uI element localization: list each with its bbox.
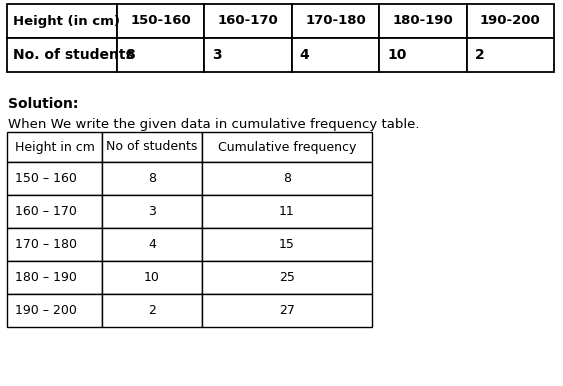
Bar bbox=[7, 38, 117, 72]
Bar bbox=[202, 294, 372, 327]
Text: 2: 2 bbox=[475, 48, 484, 62]
Text: 27: 27 bbox=[279, 304, 295, 317]
Text: 180 – 190: 180 – 190 bbox=[15, 271, 77, 284]
Text: 11: 11 bbox=[279, 205, 295, 218]
Bar bbox=[102, 132, 202, 162]
Bar bbox=[7, 195, 102, 228]
Bar bbox=[117, 38, 204, 72]
Bar bbox=[7, 162, 102, 195]
Text: 15: 15 bbox=[279, 238, 295, 251]
Bar bbox=[202, 195, 372, 228]
Text: 4: 4 bbox=[300, 48, 310, 62]
Bar bbox=[7, 228, 102, 261]
Bar bbox=[7, 294, 102, 327]
Bar bbox=[7, 132, 102, 162]
Text: 150 – 160: 150 – 160 bbox=[15, 172, 77, 185]
Bar bbox=[102, 261, 202, 294]
Text: 160 – 170: 160 – 170 bbox=[15, 205, 77, 218]
Text: 8: 8 bbox=[148, 172, 156, 185]
Text: Cumulative frequency: Cumulative frequency bbox=[218, 141, 356, 154]
Text: Solution:: Solution: bbox=[8, 97, 78, 111]
Text: 2: 2 bbox=[148, 304, 156, 317]
Text: 180-190: 180-190 bbox=[392, 15, 453, 27]
Bar bbox=[117, 4, 204, 38]
Bar bbox=[102, 195, 202, 228]
Bar bbox=[467, 4, 554, 38]
Text: 4: 4 bbox=[148, 238, 156, 251]
Text: 150-160: 150-160 bbox=[130, 15, 191, 27]
Text: 3: 3 bbox=[212, 48, 222, 62]
Text: 160-170: 160-170 bbox=[218, 15, 279, 27]
Bar bbox=[7, 261, 102, 294]
Text: 170-180: 170-180 bbox=[305, 15, 366, 27]
Text: 170 – 180: 170 – 180 bbox=[15, 238, 77, 251]
Bar bbox=[202, 228, 372, 261]
Bar bbox=[292, 38, 379, 72]
Bar bbox=[102, 162, 202, 195]
Text: 3: 3 bbox=[148, 205, 156, 218]
Bar bbox=[202, 261, 372, 294]
Bar bbox=[7, 4, 117, 38]
Bar bbox=[102, 294, 202, 327]
Text: 190-200: 190-200 bbox=[480, 15, 540, 27]
Bar bbox=[102, 228, 202, 261]
Text: No. of students: No. of students bbox=[13, 48, 134, 62]
Bar bbox=[204, 4, 292, 38]
Text: No of students: No of students bbox=[106, 141, 198, 154]
Bar bbox=[379, 4, 467, 38]
Bar bbox=[202, 132, 372, 162]
Text: 25: 25 bbox=[279, 271, 295, 284]
Bar bbox=[202, 162, 372, 195]
Text: 10: 10 bbox=[144, 271, 160, 284]
Bar bbox=[204, 38, 292, 72]
Text: 8: 8 bbox=[125, 48, 135, 62]
Bar bbox=[292, 4, 379, 38]
Text: 10: 10 bbox=[387, 48, 406, 62]
Text: Height in cm: Height in cm bbox=[15, 141, 95, 154]
Text: 8: 8 bbox=[283, 172, 291, 185]
Bar bbox=[467, 38, 554, 72]
Bar bbox=[379, 38, 467, 72]
Text: Height (in cm): Height (in cm) bbox=[13, 15, 120, 27]
Text: When We write the given data in cumulative frequency table.: When We write the given data in cumulati… bbox=[8, 118, 419, 131]
Text: 190 – 200: 190 – 200 bbox=[15, 304, 77, 317]
